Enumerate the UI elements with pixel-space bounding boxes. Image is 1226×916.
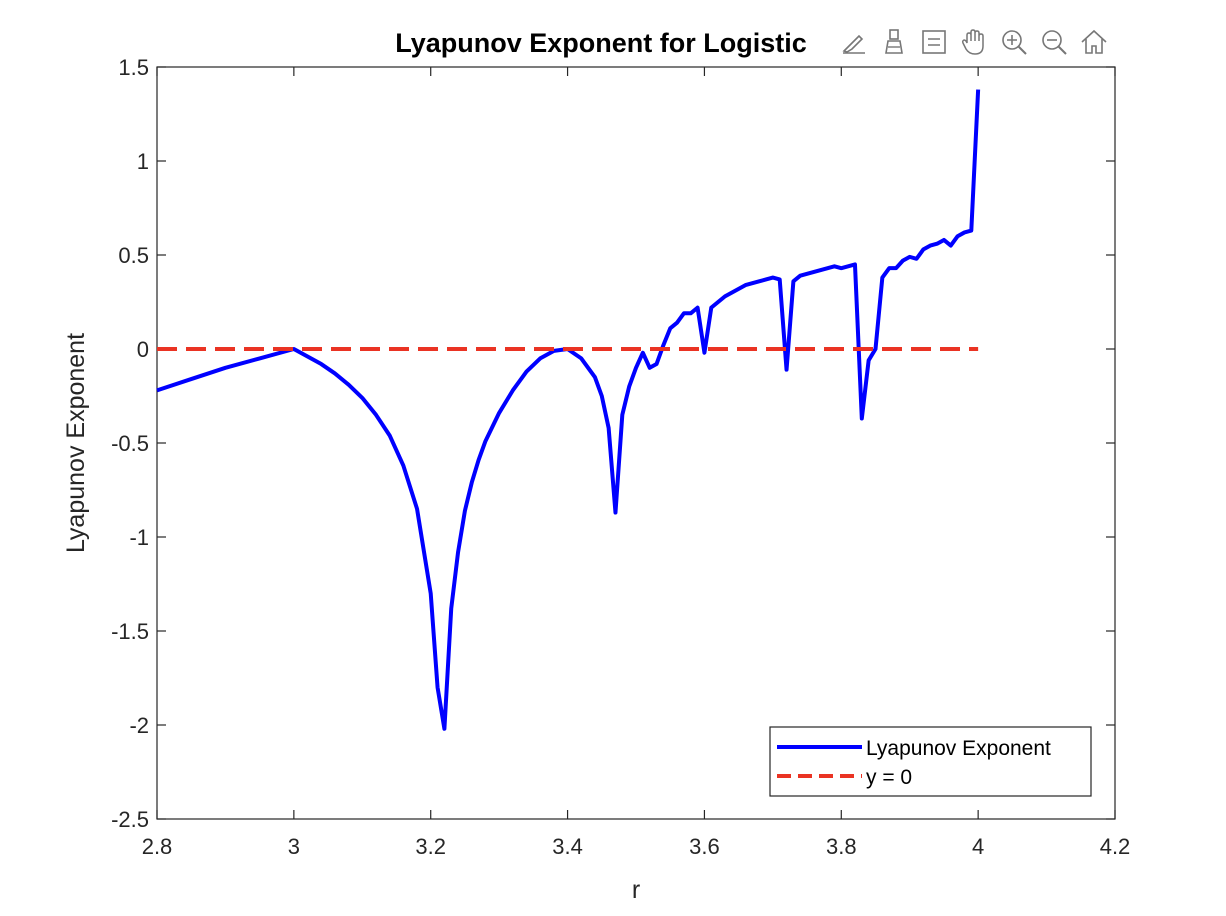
y-tick-label: 1 — [137, 149, 149, 174]
x-tick-label: 3.8 — [826, 834, 857, 859]
legend-icon[interactable] — [916, 24, 952, 60]
plot-area — [156, 66, 1116, 820]
brush-icon[interactable] — [836, 24, 872, 60]
x-tick-label: 2.8 — [142, 834, 173, 859]
x-tick-label: 3.6 — [689, 834, 720, 859]
x-axis-label: r — [632, 876, 640, 904]
axes-box — [156, 66, 1116, 820]
y-tick-label: 0.5 — [118, 243, 149, 268]
x-tick-label: 3.2 — [415, 834, 446, 859]
legend[interactable]: Lyapunov Exponent y = 0 — [769, 726, 1092, 797]
y-tick-label: -2 — [129, 713, 149, 738]
x-tick-label: 3.4 — [552, 834, 583, 859]
y-axis-label: Lyapunov Exponent — [62, 333, 90, 553]
y-tick-label: 1.5 — [118, 55, 149, 80]
y-tick-label: -1 — [129, 525, 149, 550]
axes-toolbar — [836, 24, 1112, 62]
x-tick-label: 4.2 — [1100, 834, 1131, 859]
y-axis: -2.5 -2 -1.5 -1 -0.5 0 0.5 1 1.5 — [111, 55, 1115, 832]
data-tips-icon[interactable] — [876, 24, 912, 60]
series-line-lyapunov — [156, 89, 981, 731]
series-layer — [156, 89, 981, 731]
home-icon[interactable] — [1076, 24, 1112, 60]
y-tick-label: -2.5 — [111, 807, 149, 832]
chart-title: Lyapunov Exponent for Logistic — [395, 28, 807, 58]
x-tick-label: 4 — [972, 834, 984, 859]
zoom-in-icon[interactable] — [996, 24, 1032, 60]
y-tick-label: -1.5 — [111, 619, 149, 644]
y-tick-label: 0 — [137, 337, 149, 362]
pan-icon[interactable] — [956, 24, 992, 60]
x-tick-label: 3 — [288, 834, 300, 859]
y-tick-label: -0.5 — [111, 431, 149, 456]
zoom-out-icon[interactable] — [1036, 24, 1072, 60]
x-axis: 2.8 3 3.2 3.4 3.6 3.8 4 4.2 — [142, 67, 1131, 859]
legend-box — [769, 726, 1092, 797]
legend-label-lyapunov: Lyapunov Exponent — [866, 737, 1051, 760]
legend-label-zero-line: y = 0 — [866, 766, 912, 789]
